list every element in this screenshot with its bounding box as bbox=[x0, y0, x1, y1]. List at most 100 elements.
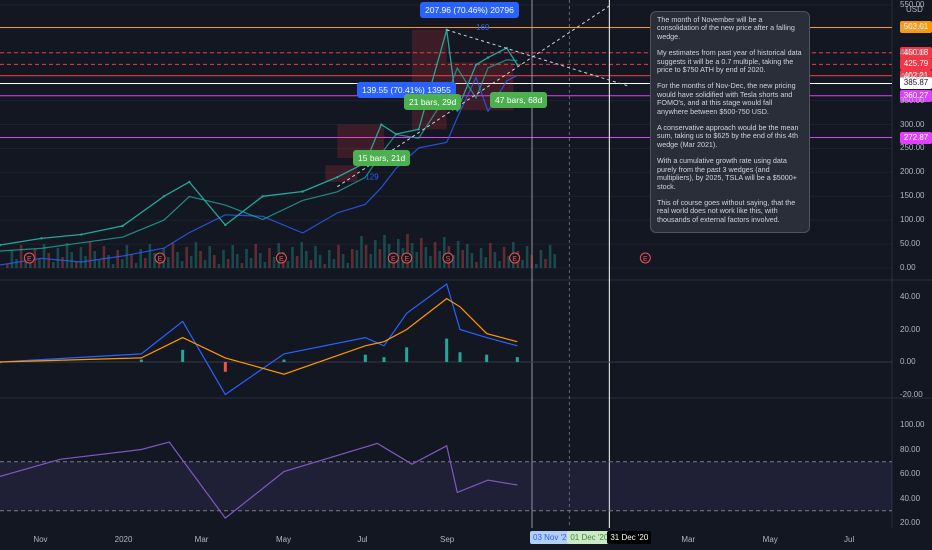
volume-bar bbox=[190, 256, 193, 268]
moving-average-fast bbox=[0, 59, 518, 252]
rsi-tick-label: 100.00 bbox=[900, 420, 925, 429]
earnings-label: E bbox=[512, 256, 517, 263]
volume-bar bbox=[383, 235, 386, 268]
volume-bar bbox=[539, 250, 543, 268]
price-tick-label: 350.00 bbox=[900, 95, 925, 105]
volume-bar bbox=[397, 239, 400, 268]
volume-bar bbox=[452, 255, 455, 268]
macd-histogram-bar bbox=[485, 354, 489, 362]
price-point bbox=[394, 132, 398, 136]
volume-bar bbox=[52, 262, 55, 268]
macd-histogram-bar bbox=[445, 338, 449, 362]
measure-tag: 207.96 (70.46%) 20796 bbox=[420, 2, 519, 18]
volume-bar bbox=[351, 249, 354, 268]
note-paragraph: With a cumulative growth rate using data… bbox=[657, 156, 797, 191]
volume-bar bbox=[29, 263, 32, 268]
macd-histogram-bar bbox=[458, 352, 462, 362]
volume-bar bbox=[489, 243, 492, 268]
earnings-icon bbox=[639, 252, 651, 264]
volume-bar bbox=[180, 261, 184, 268]
rsi-line bbox=[0, 441, 518, 519]
x-highlight-label: 03 Nov '20 bbox=[530, 531, 574, 544]
macd-histogram-bar bbox=[139, 359, 143, 362]
volume-bar bbox=[328, 250, 331, 268]
volume-bar bbox=[185, 247, 188, 268]
volume-bar bbox=[341, 254, 345, 268]
price-tick-label: 300.00 bbox=[900, 119, 925, 129]
volume-bar bbox=[355, 250, 359, 268]
volume-bar bbox=[456, 241, 460, 268]
price-point bbox=[0, 243, 2, 247]
x-tick-label: Mar bbox=[681, 535, 696, 544]
volume-bar bbox=[268, 248, 271, 268]
macd-histogram-bar bbox=[223, 362, 227, 372]
earnings-icon bbox=[154, 252, 166, 264]
volume-bar bbox=[75, 261, 78, 268]
volume-bar bbox=[420, 238, 423, 268]
price-tick-label: 250.00 bbox=[900, 143, 925, 153]
volume-bar bbox=[410, 243, 414, 268]
volume-bar bbox=[374, 240, 377, 268]
x-tick-label: Sep bbox=[440, 535, 455, 544]
volume-bar bbox=[286, 261, 290, 268]
macd-histogram-bar bbox=[515, 357, 519, 362]
volume-bar bbox=[19, 245, 23, 268]
volume-bar bbox=[203, 260, 207, 268]
price-level-label: 450.18 bbox=[900, 46, 932, 59]
price-point bbox=[121, 224, 124, 228]
volume-bar bbox=[222, 250, 225, 268]
volume-bar bbox=[236, 254, 239, 268]
volume-bar bbox=[47, 253, 50, 268]
price-point bbox=[486, 56, 490, 59]
volume-bar bbox=[171, 243, 175, 268]
volume-bar bbox=[521, 260, 524, 268]
annotation-note[interactable]: The month of November will be a consolid… bbox=[650, 11, 810, 233]
volume-bar bbox=[98, 260, 101, 268]
price-tick-label: 0.00 bbox=[900, 263, 916, 272]
volume-bar bbox=[332, 259, 336, 268]
price-tick-label: 200.00 bbox=[900, 167, 925, 177]
volume-bar bbox=[213, 255, 216, 268]
earnings-label: S bbox=[446, 256, 451, 263]
price-level-label: 272.87 bbox=[900, 131, 932, 144]
volume-bar bbox=[199, 251, 202, 268]
volume-bar bbox=[208, 246, 211, 268]
x-tick-label: May bbox=[276, 535, 292, 544]
rsi-tick-label: 60.00 bbox=[900, 469, 921, 478]
price-level-label: 360.27 bbox=[900, 89, 932, 102]
volume-bar bbox=[535, 264, 538, 268]
volume-bar bbox=[70, 252, 73, 268]
price-point bbox=[261, 195, 264, 198]
volume-bar bbox=[111, 264, 115, 268]
volume-bar bbox=[6, 264, 9, 268]
volume-bar bbox=[502, 247, 506, 268]
volume-bar bbox=[493, 252, 497, 268]
wedge-upper-line bbox=[446, 29, 630, 87]
volume-bar bbox=[378, 249, 382, 268]
macd-tick-label: 40.00 bbox=[900, 292, 921, 301]
volume-bar bbox=[153, 253, 156, 268]
volume-bar bbox=[314, 246, 317, 268]
price-point bbox=[301, 190, 304, 193]
volume-bar bbox=[249, 258, 253, 268]
volume-bar bbox=[79, 247, 83, 268]
measure-box bbox=[412, 29, 447, 130]
macd-tick-label: -20.00 bbox=[900, 389, 923, 399]
volume-bar bbox=[33, 249, 37, 268]
macd-histogram-bar bbox=[405, 347, 409, 362]
volume-bar bbox=[364, 245, 368, 268]
earnings-icon bbox=[401, 252, 413, 264]
price-tick-label: 150.00 bbox=[900, 191, 925, 201]
x-highlight-label: 01 Dec '20 bbox=[567, 531, 612, 544]
x-tick-label: Jul bbox=[844, 535, 855, 544]
price-tick-label: 100.00 bbox=[900, 215, 925, 225]
volume-bar bbox=[406, 234, 409, 268]
price-tick-label: 450.00 bbox=[900, 47, 925, 57]
volume-bar bbox=[553, 254, 556, 268]
volume-bar bbox=[240, 263, 244, 268]
rsi-band bbox=[0, 461, 892, 511]
volume-bar bbox=[121, 259, 124, 268]
fib-label: 169 bbox=[476, 23, 490, 32]
volume-bar bbox=[226, 259, 230, 268]
